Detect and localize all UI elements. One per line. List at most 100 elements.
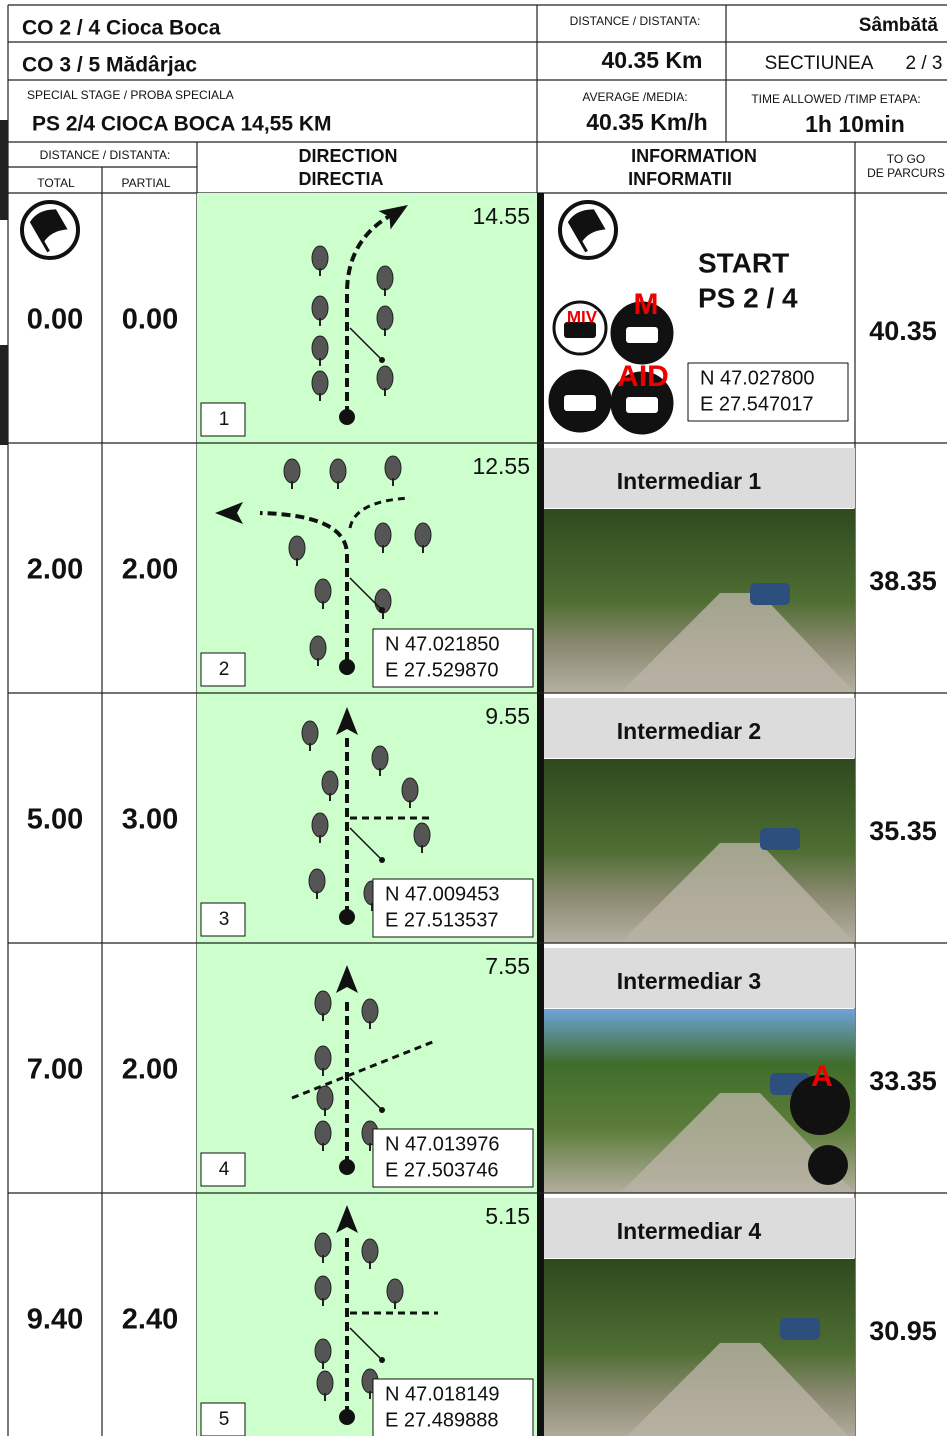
co-line: CO 3 / 5 Mădârjac <box>22 54 197 77</box>
total: 5.00 <box>27 804 83 836</box>
arrow-head <box>336 1205 358 1233</box>
tree <box>376 265 394 291</box>
coordinate: N 47.013976 <box>385 1133 500 1155</box>
remaining: 5.15 <box>485 1203 530 1229</box>
tree <box>283 458 301 484</box>
day: Sâmbătă <box>859 15 939 36</box>
section: 2 / 3 <box>906 53 943 74</box>
tree <box>374 522 392 548</box>
vehicle <box>564 322 596 338</box>
coordinate: E 27.503746 <box>385 1159 498 1181</box>
icon-label: AID <box>617 360 669 393</box>
column-head: INFORMATION <box>631 146 757 166</box>
number: 5 <box>219 1409 230 1430</box>
photo-road <box>620 593 855 693</box>
tree <box>314 578 332 604</box>
coords-box <box>372 1378 534 1436</box>
tree <box>414 522 432 548</box>
arrow-head <box>378 205 408 230</box>
coordinate: E 27.513537 <box>385 909 498 931</box>
flag-icon <box>567 209 606 253</box>
coordinate: N 47.009453 <box>385 883 500 905</box>
coords-box <box>687 362 849 422</box>
photo-road <box>627 1343 849 1436</box>
info-title: START <box>698 247 789 278</box>
info-title: Intermediar 2 <box>617 718 761 744</box>
coordinate: N 47.018149 <box>385 1383 500 1405</box>
tree <box>314 1120 332 1146</box>
pointer <box>349 1077 381 1109</box>
divider <box>537 693 544 943</box>
photo-road <box>620 843 855 943</box>
service-icon <box>790 1075 850 1135</box>
tree <box>316 1370 334 1396</box>
tree <box>301 720 319 746</box>
vehicle <box>626 397 658 413</box>
pointer-dot <box>379 1107 385 1113</box>
number: 2 <box>219 659 230 680</box>
remaining: 14.55 <box>472 203 530 229</box>
photo-car <box>760 828 800 850</box>
flag-icon <box>29 209 68 253</box>
remaining: 9.55 <box>485 703 530 729</box>
tree <box>314 1232 332 1258</box>
direction-box <box>197 193 537 443</box>
pointer-dot <box>379 1357 385 1363</box>
pointer-dot <box>379 607 385 613</box>
divider <box>537 193 544 443</box>
column-head: DISTANCE / DISTANTA: <box>40 148 171 162</box>
route <box>259 511 349 675</box>
distance-label: DISTANCE / DISTANTA: <box>570 14 701 28</box>
pointer <box>349 1327 381 1359</box>
start-dot <box>339 909 355 925</box>
number-box <box>200 902 246 937</box>
photo-car <box>780 1318 820 1340</box>
branch <box>291 1039 436 1100</box>
branch <box>348 496 411 529</box>
stage-label: SPECIAL STAGE / PROBA SPECIALA <box>27 88 234 102</box>
tree <box>314 1338 332 1364</box>
tree <box>309 635 327 661</box>
pointer-dot <box>379 857 385 863</box>
divider <box>537 943 544 1193</box>
stage-title: PS 2/4 CIOCA BOCA 14,55 KM <box>32 113 332 136</box>
tree <box>311 245 329 271</box>
coordinate: N 47.027800 <box>700 367 815 389</box>
column-head: INFORMATII <box>628 169 732 189</box>
tree <box>376 305 394 331</box>
coords-box <box>372 1128 534 1188</box>
tree <box>361 1238 379 1264</box>
to-go: 30.95 <box>869 1316 937 1346</box>
coordinate: E 27.529870 <box>385 659 498 681</box>
partial: 3.00 <box>122 804 178 836</box>
tree <box>288 535 306 561</box>
to-go: 40.35 <box>869 316 937 346</box>
partial: 2.40 <box>122 1304 178 1336</box>
start-dot <box>339 1409 355 1425</box>
tree <box>386 1278 404 1304</box>
info-title: Intermediar 1 <box>617 468 762 494</box>
column-head: DIRECTION <box>299 146 398 166</box>
coordinate: E 27.547017 <box>700 393 813 415</box>
info-banner <box>544 448 855 508</box>
tree <box>376 365 394 391</box>
tree <box>371 745 389 771</box>
column-head: TOTAL <box>37 176 75 190</box>
remaining: 7.55 <box>485 953 530 979</box>
number: 3 <box>219 909 230 930</box>
section-label: SECTIUNEA <box>765 53 874 74</box>
tree <box>311 295 329 321</box>
tree <box>401 777 419 803</box>
number-box <box>200 652 246 687</box>
icon-label: MIV <box>567 307 598 326</box>
info-banner <box>544 698 855 758</box>
column-head: DIRECTIA <box>299 169 384 189</box>
start-dot <box>339 1159 355 1175</box>
info-title: Intermediar 3 <box>617 968 761 994</box>
number-box <box>200 1152 246 1187</box>
tree <box>321 770 339 796</box>
partial: 0.00 <box>122 304 178 336</box>
info-banner <box>544 948 855 1008</box>
column-head: DE PARCURS <box>867 166 945 180</box>
